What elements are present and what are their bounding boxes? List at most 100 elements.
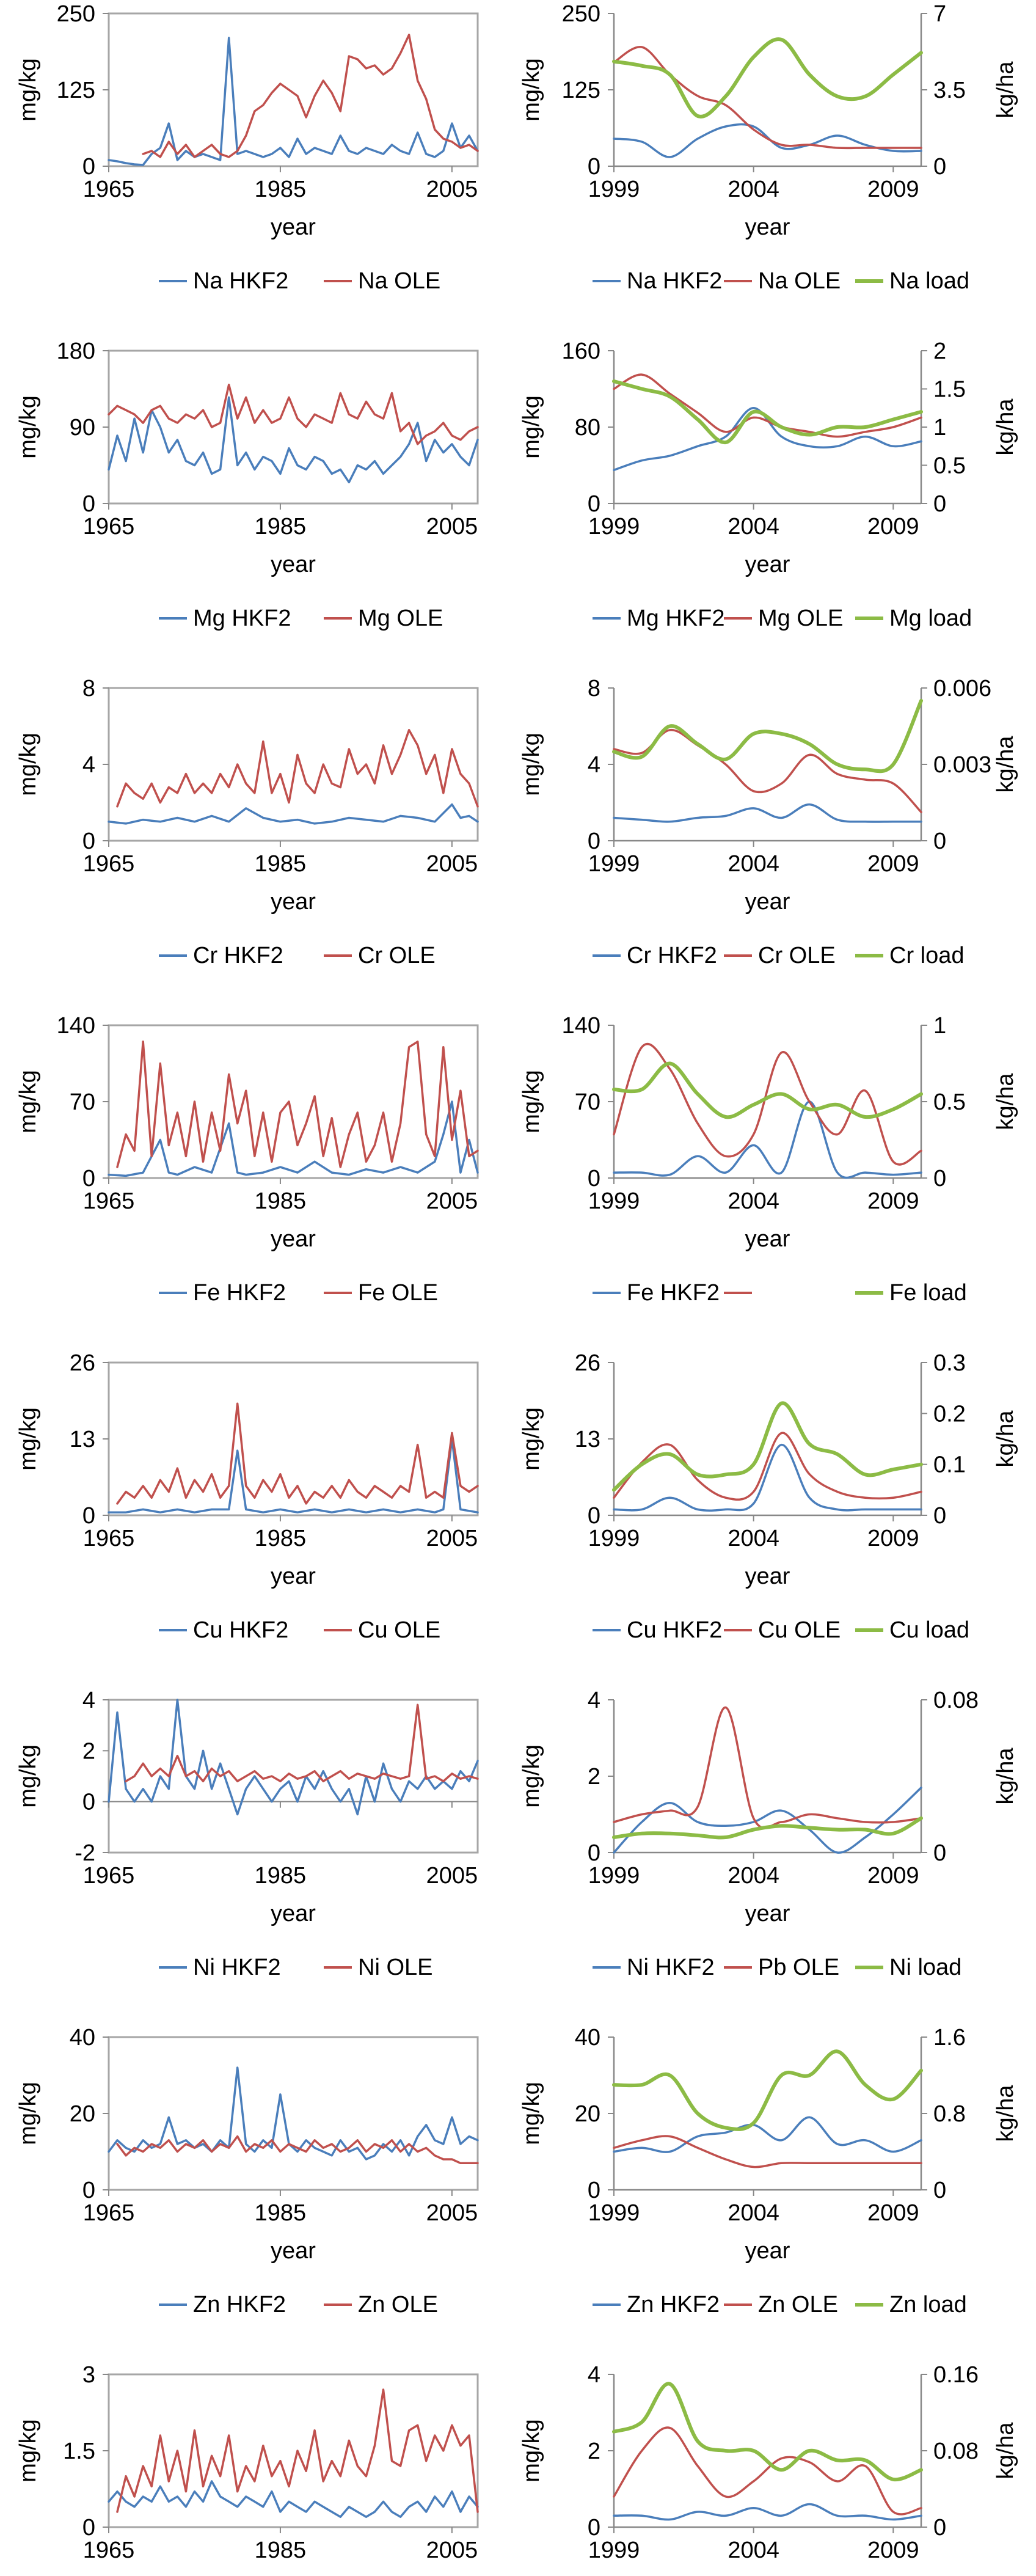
series-line-ni-hkf2 — [613, 1787, 922, 1854]
series-line-cu-hkf2 — [108, 1438, 479, 1513]
x-tick-label: 1999 — [588, 177, 640, 202]
series-line-pb-load — [612, 2382, 923, 2482]
y2-tick-label: 1 — [933, 1013, 946, 1039]
chart-fe-hist: 0 70 140 1965 1985 2005 mg/kg year Fe HKF2 Fe OLE — [15, 1013, 479, 1306]
legend-label: Ni HKF2 — [627, 1955, 715, 1980]
x-tick-label: 2009 — [867, 1863, 919, 1889]
y-tick-label: 0 — [588, 1166, 600, 1191]
x-tick-label: 1985 — [255, 1863, 307, 1889]
legend-label: Na OLE — [758, 268, 841, 294]
y2-tick-label: 0 — [933, 491, 946, 517]
y-tick-label: 70 — [70, 1089, 95, 1115]
series-line-cu-ole — [613, 1432, 922, 1501]
y-tick-label: 2 — [588, 1764, 600, 1790]
x-tick-label: 1965 — [83, 514, 135, 540]
x-tick-label: 2009 — [867, 851, 919, 877]
x-tick-label: 2009 — [867, 1188, 919, 1214]
y-tick-label: 4 — [588, 752, 600, 778]
x-tick-label: 2009 — [867, 1526, 919, 1551]
y-axis-title: mg/kg — [15, 2082, 41, 2145]
chart-na-hist: 0 125 250 1965 1985 2005 mg/kg year Na HKF2 Na OL… — [15, 1, 479, 294]
x-axis-title: year — [745, 889, 790, 915]
legend-label: Na HKF2 — [627, 268, 722, 294]
y2-axis-title: kg/ha — [993, 61, 1018, 119]
chart-zn-recent: 0 20 40 0 0.8 1.6 1999 2004 2009 mg/kg kg/ha year Zn… — [519, 2025, 1018, 2318]
y-tick-label: 0 — [82, 2178, 95, 2203]
x-tick-label: 1965 — [83, 1188, 135, 1214]
y2-tick-label: 0 — [933, 1840, 946, 1866]
x-tick-label: 2005 — [426, 1526, 478, 1551]
y-tick-label: 40 — [70, 2025, 95, 2051]
legend-label: Zn HKF2 — [627, 2292, 720, 2318]
x-tick-label: 1965 — [83, 2200, 135, 2226]
y-tick-label: 4 — [588, 1688, 600, 1713]
y-tick-label: 90 — [70, 415, 95, 441]
series-line-ni-hkf2 — [108, 1699, 479, 1816]
y-tick-label: 250 — [562, 1, 600, 27]
x-axis-title: year — [271, 214, 316, 240]
y2-axis-title: kg/ha — [993, 2422, 1018, 2479]
series-line-cr-hkf2 — [108, 803, 479, 825]
y-tick-label: 125 — [57, 78, 95, 103]
x-tick-label: 2004 — [728, 2200, 779, 2226]
series-line-cu-hkf2 — [613, 1443, 922, 1512]
y-tick-label: 250 — [57, 1, 95, 27]
y-axis-title: mg/kg — [519, 1407, 544, 1470]
legend-label: Fe HKF2 — [193, 1280, 286, 1306]
y2-tick-label: 0 — [933, 2178, 946, 2203]
x-tick-label: 2004 — [728, 1188, 779, 1214]
chart-mg-recent: 0 80 160 0 0.5 1 1.5 2 1999 2004 2009 mg/kg kg/ha yea… — [519, 338, 1018, 631]
series-line-zn-ole — [116, 2135, 479, 2165]
x-axis-title: year — [271, 2238, 316, 2264]
x-tick-label: 2005 — [426, 2538, 478, 2563]
legend-label: Cr load — [889, 943, 965, 968]
y-axis-title: mg/kg — [15, 2419, 41, 2482]
y-tick-label: 125 — [562, 78, 600, 103]
y2-tick-label: 0.3 — [933, 1350, 966, 1376]
chart-ni-hist: -2 0 2 4 1965 1985 2005 mg/kg year Ni HKF2 Ni OLE — [15, 1688, 479, 1980]
chart-cr-hist: 0 4 8 1965 1985 2005 mg/kg year Cr HKF2 Cr OLE — [15, 676, 479, 968]
y-tick-label: 0 — [82, 1166, 95, 1191]
x-axis-title: year — [271, 889, 316, 915]
y-tick-label: 0 — [588, 2515, 600, 2541]
y-axis-title: mg/kg — [519, 2082, 544, 2145]
series-line-cr-ole — [116, 729, 479, 808]
series-line-na-hkf2 — [613, 123, 922, 158]
series-line-cr-load — [612, 698, 923, 774]
y-tick-label: 0 — [588, 154, 600, 180]
y-tick-label: 0 — [82, 491, 95, 517]
y2-axis-title: kg/ha — [993, 1410, 1018, 1468]
series-line-zn-load — [612, 2049, 923, 2131]
y-axis-title: mg/kg — [519, 395, 544, 458]
x-tick-label: 2004 — [728, 851, 779, 877]
x-tick-label: 2004 — [728, 2538, 779, 2563]
legend-label: Cu HKF2 — [627, 1617, 722, 1643]
plot-frame — [108, 2036, 479, 2191]
x-tick-label: 2005 — [426, 2200, 478, 2226]
x-tick-label: 1999 — [588, 1863, 640, 1889]
x-tick-label: 1985 — [255, 2538, 307, 2563]
series-line-ni-ole — [125, 1703, 479, 1783]
x-axis-title: year — [745, 1226, 790, 1252]
x-axis-title: year — [271, 1226, 316, 1252]
legend-label: Na OLE — [358, 268, 440, 294]
y-tick-label: 0 — [588, 491, 600, 517]
y-tick-label: 13 — [70, 1427, 95, 1452]
x-tick-label: 2004 — [728, 1526, 779, 1551]
y-axis-title: mg/kg — [15, 395, 41, 458]
x-tick-label: 1965 — [83, 1526, 135, 1551]
legend-label: Ni load — [889, 1955, 961, 1980]
y2-tick-label: 1.5 — [933, 377, 966, 403]
legend-label: Na load — [889, 268, 969, 294]
x-tick-label: 2005 — [426, 1863, 478, 1889]
series-line-zn-ole — [613, 2135, 922, 2168]
chart-ni-recent: 0 2 4 0 0.08 1999 2004 2009 mg/kg kg/ha year Ni HKF… — [519, 1688, 1018, 1980]
series-line-fe-hkf2 — [613, 1100, 922, 1179]
y-tick-label: -2 — [75, 1840, 95, 1866]
legend-label: Zn load — [889, 2292, 967, 2318]
chart-cu-recent: 0 13 26 0 0.1 0.2 0.3 1999 2004 2009 mg/kg kg/ha yea… — [519, 1350, 1018, 1643]
x-tick-label: 1999 — [588, 1526, 640, 1551]
x-tick-label: 2009 — [867, 177, 919, 202]
x-tick-label: 2004 — [728, 514, 779, 540]
series-line-na-ole — [613, 46, 922, 150]
